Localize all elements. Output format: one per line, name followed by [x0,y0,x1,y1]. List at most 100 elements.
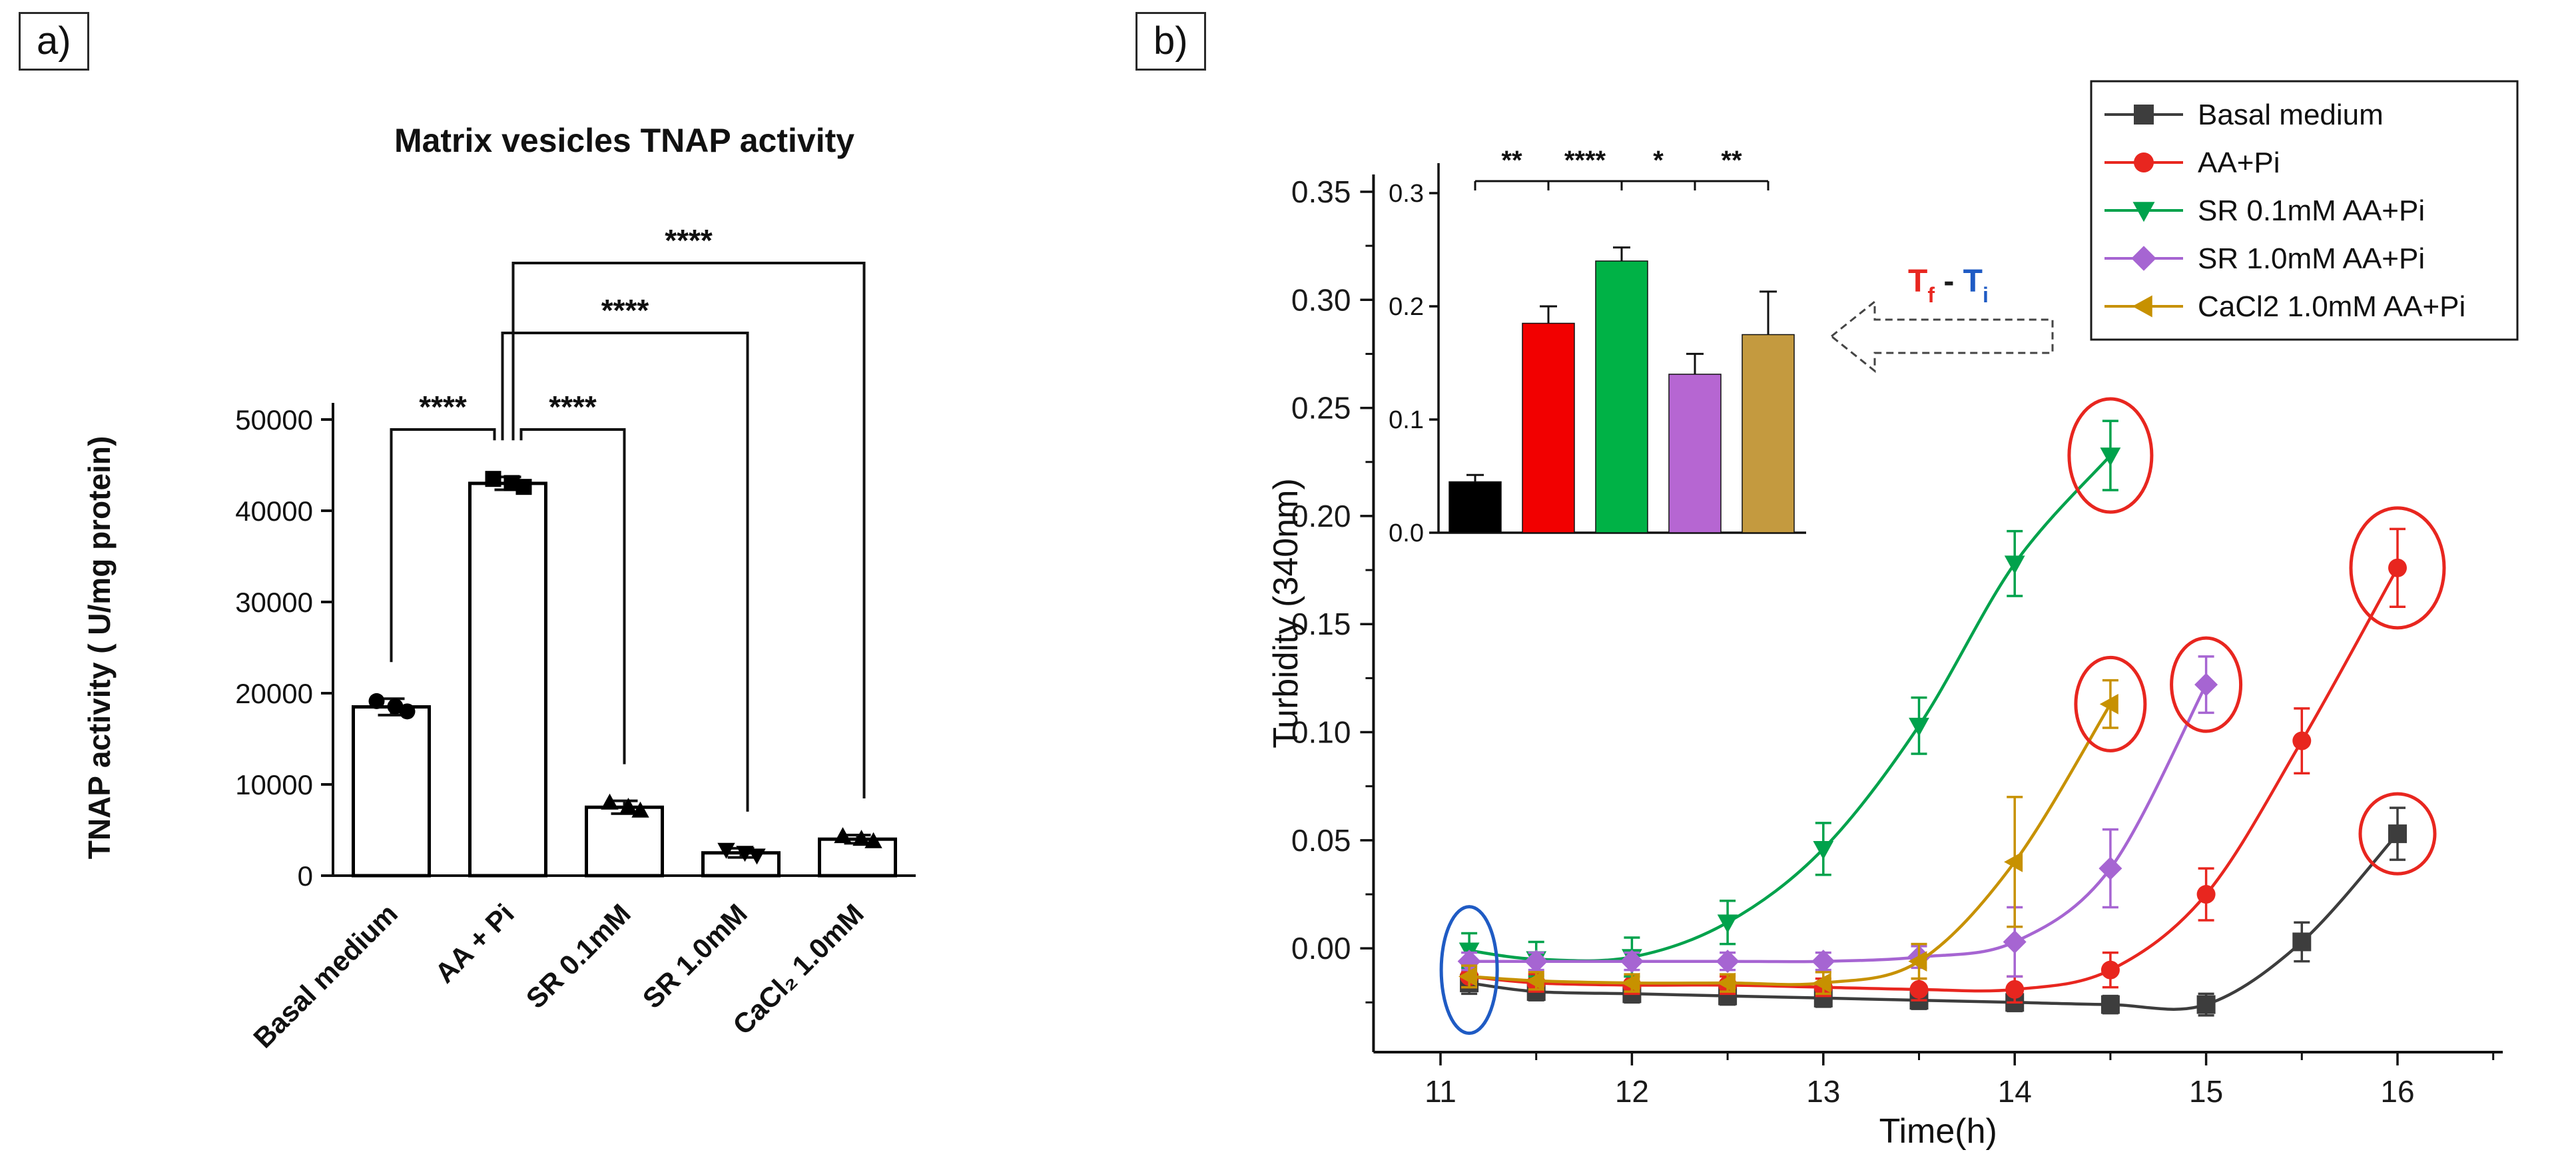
data-point [485,471,501,487]
diamond-icon [2131,246,2156,271]
tf-ti-label: Tf - Ti [1908,264,1989,307]
series-cacl2-1-0mm-aa-pi [1458,679,2118,996]
turbidity-line-chart: 0.00 0.05 0.10 0.15 0.20 0.25 0.30 0.35 11 12 13 14… [1267,80,2519,1151]
x-tick-label: 14 [1998,1074,2032,1109]
chart-a-y-axis-label: TNAP activity ( U/mg protein) [82,436,117,860]
bracket [390,428,496,663]
highlight-ellipse [2170,636,2243,733]
data-point [2292,731,2312,750]
data-point [1717,914,1738,934]
inset-y-tick-label: 0.1 [1389,406,1424,434]
data-point [2196,995,2216,1014]
inset-bar [1522,322,1575,533]
data-point [631,801,649,818]
panel-a-label: a) [19,12,89,71]
y-tick-label: 0.15 [1291,607,1351,641]
bars [352,471,897,878]
legend-item: Basal medium [2104,99,2384,131]
y-tick-label: 30000 [235,587,313,618]
data-point [601,793,619,810]
data-point [2004,851,2023,872]
y-tick-label: 0.25 [1291,391,1351,426]
triangle-left-icon [2132,295,2152,318]
legend: Basal medium AA+Pi SR 0.1mM AA+Pi SR 1.0mM … [2090,80,2519,341]
data-point [1908,951,1927,972]
significance-stars: **** [1564,146,1606,175]
y-tick-label: 0.05 [1291,823,1351,858]
data-point [368,693,385,709]
significance-stars: **** [419,390,467,424]
highlight-ellipse [2067,397,2154,514]
y-tick-label: 20000 [235,678,313,709]
data-point [1717,972,1736,994]
series-line [1469,684,2208,964]
bar [468,481,547,878]
data-point [834,827,852,844]
bar [585,805,664,878]
y-tick-label: 0.35 [1291,174,1351,209]
chart-b-y-axis-label: Turbidity (340nm) [1267,478,1305,748]
x-tick-label: 12 [1615,1074,1649,1109]
inset-bar-chart: 0.00.10.20.3** **** * ** [1389,146,1806,547]
data-point [717,842,735,859]
x-tick-label: 16 [2380,1074,2414,1109]
bracket [519,428,626,764]
data-point [515,479,532,495]
significance-stars: **** [665,223,713,258]
chart-a-title: Matrix vesicles TNAP activity [394,122,854,159]
data-point [1909,980,1929,999]
data-point [2098,856,2122,880]
data-point [387,698,404,715]
x-category-label: SR 1.0mM [637,898,753,1014]
y-tick-label: 0.20 [1291,499,1351,533]
inset-y-tick-label: 0.0 [1389,519,1424,547]
data-point [2100,447,2121,467]
inset-bar [1668,374,1722,533]
chart-a-axes: 0 10000 20000 30000 40000 50000 [235,403,916,892]
data-point [1620,950,1644,974]
data-point [1811,950,1835,974]
data-point [2100,960,2120,980]
highlight-ellipses [1439,397,2446,1035]
data-point [2194,673,2218,697]
x-category-label: AA + Pi [429,898,520,989]
y-tick-label: 50000 [235,404,313,435]
data-point [1621,972,1640,994]
x-tick-label: 13 [1806,1074,1840,1109]
inset-y-tick-label: 0.2 [1389,293,1424,321]
significance-stars: * [1653,146,1664,175]
legend-label: AA+Pi [2198,146,2280,179]
y-tick-label: 40000 [235,495,313,527]
square-icon [2134,105,2154,125]
triangle-down-icon [2132,202,2155,222]
x-tick-label: 11 [1425,1074,1456,1109]
data-point [2388,824,2407,844]
data-point [2099,693,2118,715]
data-point [1525,970,1544,992]
legend-item: CaCl2 1.0mM AA+Pi [2104,290,2465,323]
data-point [852,830,870,846]
y-tick-label: 0.30 [1291,282,1351,317]
inset-bar [1449,481,1502,533]
highlight-ellipse [2349,506,2446,630]
data-point [1458,966,1478,987]
data-point [399,703,416,720]
bar [352,705,431,878]
data-point [1457,950,1481,974]
x-tick-label: 15 [2189,1074,2223,1109]
legend-label: SR 1.0mM AA+Pi [2198,242,2425,275]
data-point [2100,995,2120,1014]
highlight-ellipse [1439,905,1499,1035]
series-aa-pi [1460,527,2407,1004]
data-point [2388,558,2407,577]
legend-label: CaCl2 1.0mM AA+Pi [2198,290,2465,323]
legend-item: AA+Pi [2104,146,2280,179]
legend-label: Basal medium [2198,99,2384,131]
delta-arrow-icon [1829,299,2054,374]
legend-label: SR 0.1mM AA+Pi [2198,194,2425,227]
data-point [2004,555,2025,575]
y-tick-label: 10000 [235,769,313,800]
y-tick-label: 0.00 [1291,931,1351,966]
data-point [1812,972,1831,994]
chart-b-x-axis-label: Time(h) [1879,1112,1997,1151]
